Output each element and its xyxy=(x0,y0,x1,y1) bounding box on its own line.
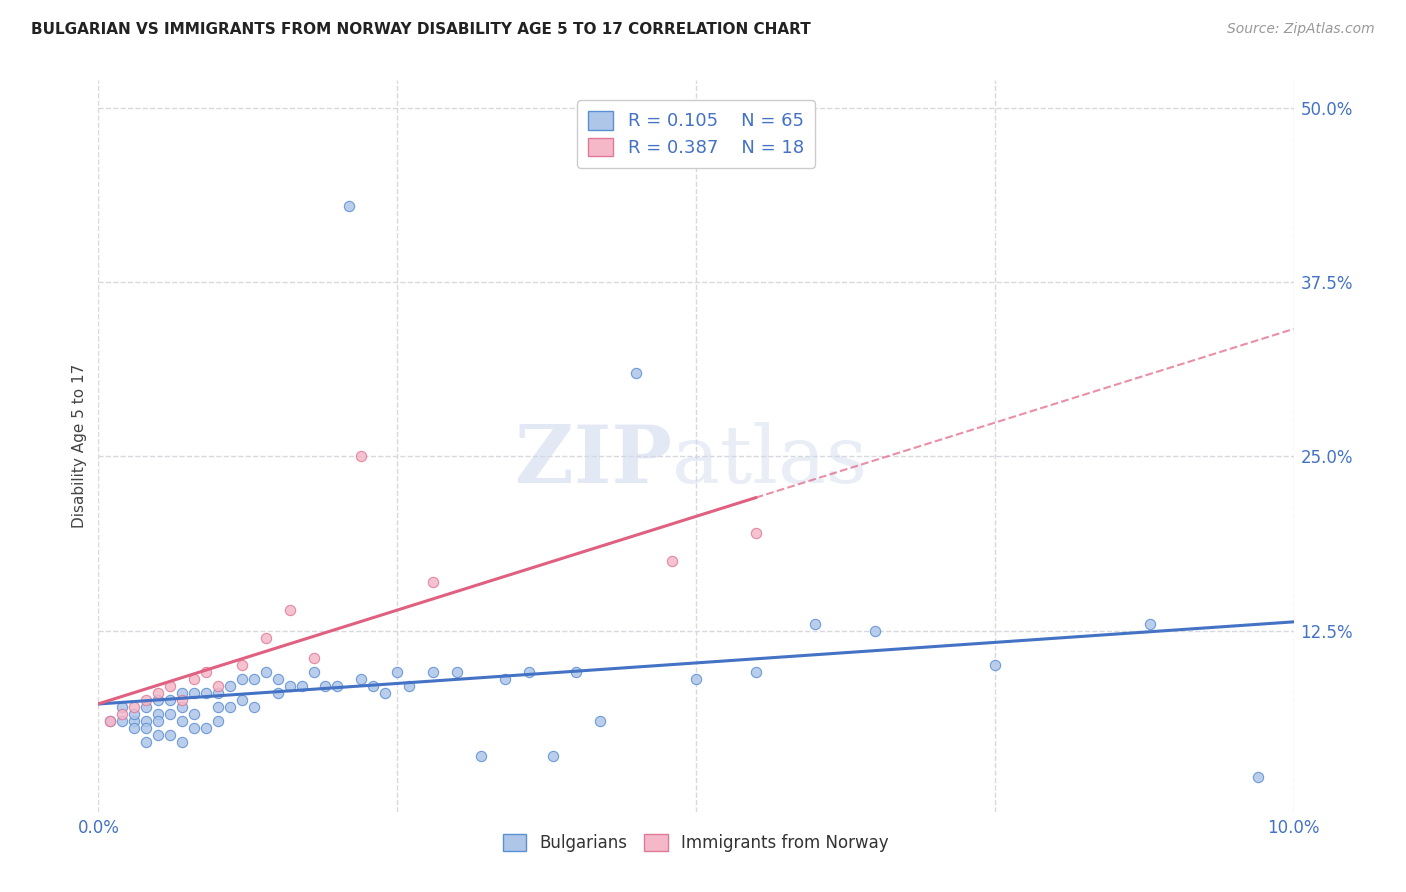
Point xyxy=(865,624,887,638)
Point xyxy=(148,693,170,707)
Y-axis label: Disability Age 5 to 17: Disability Age 5 to 17 xyxy=(72,364,87,528)
Point xyxy=(159,707,181,722)
Point xyxy=(254,665,277,680)
Point xyxy=(517,665,540,680)
Point xyxy=(124,714,146,728)
Point xyxy=(172,714,194,728)
Point xyxy=(124,707,146,722)
Point xyxy=(207,686,229,700)
Point xyxy=(135,700,157,714)
Point xyxy=(422,574,444,589)
Point xyxy=(124,721,146,735)
Point xyxy=(385,665,409,680)
Point xyxy=(243,673,266,687)
Point xyxy=(207,700,229,714)
Point xyxy=(183,721,205,735)
Point xyxy=(302,651,325,665)
Point xyxy=(267,686,290,700)
Point xyxy=(1247,770,1270,784)
Point xyxy=(685,673,707,687)
Point xyxy=(231,658,253,673)
Text: Source: ZipAtlas.com: Source: ZipAtlas.com xyxy=(1227,22,1375,37)
Legend: Bulgarians, Immigrants from Norway: Bulgarians, Immigrants from Norway xyxy=(494,823,898,862)
Point xyxy=(135,735,157,749)
Point xyxy=(148,707,170,722)
Point xyxy=(135,693,157,707)
Point xyxy=(183,673,205,687)
Point xyxy=(231,673,253,687)
Point xyxy=(291,679,314,693)
Point xyxy=(135,721,157,735)
Point xyxy=(159,728,181,742)
Point xyxy=(98,714,122,728)
Point xyxy=(183,686,205,700)
Point xyxy=(350,450,373,464)
Point xyxy=(231,693,253,707)
Point xyxy=(159,693,181,707)
Point xyxy=(219,679,242,693)
Point xyxy=(148,728,170,742)
Point xyxy=(135,714,157,728)
Point xyxy=(124,700,146,714)
Point xyxy=(446,665,468,680)
Point xyxy=(111,714,134,728)
Point xyxy=(207,679,229,693)
Point xyxy=(111,707,134,722)
Point xyxy=(278,679,301,693)
Point xyxy=(243,700,266,714)
Point xyxy=(363,679,385,693)
Point xyxy=(278,603,301,617)
Point xyxy=(267,673,290,687)
Point xyxy=(589,714,612,728)
Point xyxy=(494,673,516,687)
Point xyxy=(159,679,181,693)
Point xyxy=(422,665,444,680)
Point xyxy=(984,658,1007,673)
Point xyxy=(172,700,194,714)
Point xyxy=(541,749,564,764)
Point xyxy=(219,700,242,714)
Point xyxy=(148,686,170,700)
Text: ZIP: ZIP xyxy=(515,422,672,500)
Point xyxy=(195,721,218,735)
Point xyxy=(470,749,492,764)
Point xyxy=(254,631,277,645)
Point xyxy=(1139,616,1161,631)
Point xyxy=(111,700,134,714)
Point xyxy=(148,714,170,728)
Point xyxy=(339,199,361,213)
Point xyxy=(195,665,218,680)
Point xyxy=(183,707,205,722)
Point xyxy=(207,714,229,728)
Point xyxy=(172,693,194,707)
Point xyxy=(315,679,337,693)
Point xyxy=(398,679,420,693)
Point xyxy=(326,679,349,693)
Point xyxy=(745,526,768,541)
Text: BULGARIAN VS IMMIGRANTS FROM NORWAY DISABILITY AGE 5 TO 17 CORRELATION CHART: BULGARIAN VS IMMIGRANTS FROM NORWAY DISA… xyxy=(31,22,811,37)
Point xyxy=(172,686,194,700)
Point xyxy=(626,366,648,380)
Point xyxy=(302,665,325,680)
Text: atlas: atlas xyxy=(672,422,868,500)
Point xyxy=(350,673,373,687)
Point xyxy=(804,616,827,631)
Point xyxy=(98,714,122,728)
Point xyxy=(172,735,194,749)
Point xyxy=(565,665,588,680)
Point xyxy=(195,686,218,700)
Point xyxy=(745,665,768,680)
Point xyxy=(374,686,396,700)
Point xyxy=(661,554,683,568)
